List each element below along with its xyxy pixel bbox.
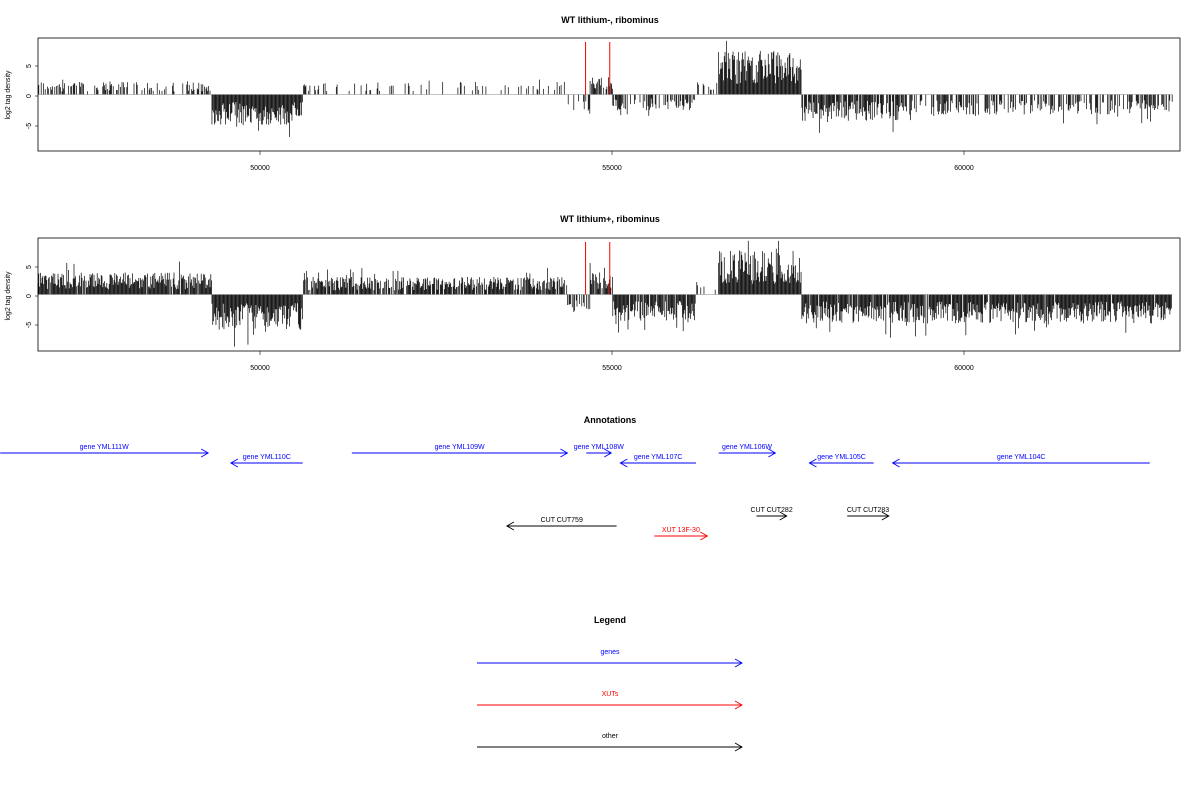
annotation-arrows: gene YML111W gene YML110C gene YML109W gene… — [0, 444, 1150, 541]
panel-2-ytick: 0 — [26, 294, 33, 298]
annotation-label: gene YML107C — [634, 454, 683, 461]
arrowhead-icon — [200, 448, 210, 458]
arrowhead-icon — [891, 458, 900, 468]
panel-1-x-axis: 50000 55000 60000 — [250, 151, 974, 172]
annotation-item: gene YML106W — [718, 444, 777, 458]
panel-1-xtick: 60000 — [954, 165, 974, 172]
arrowhead-icon — [734, 742, 743, 752]
panel-2-bars — [37, 240, 1172, 347]
panel-1-frame — [37, 37, 1181, 152]
annotation-item: XUT 13F-30 — [654, 527, 709, 541]
panel-1-bars — [38, 40, 1173, 137]
annotation-item: CUT CUT759 — [505, 517, 617, 531]
panel-1-ytick: -5 — [26, 123, 33, 129]
legend-label: XUTs — [602, 691, 619, 698]
annotation-label: CUT CUT283 — [847, 507, 889, 514]
annotation-item: gene YML108W — [574, 444, 624, 458]
panel-1-ytick: 0 — [26, 94, 33, 98]
legend-entries: genes XUTs other — [477, 649, 743, 752]
annotation-item: gene YML109W — [351, 444, 569, 458]
annotations-title: Annotations — [584, 415, 637, 425]
arrowhead-icon — [505, 521, 515, 531]
arrowhead-icon — [700, 531, 709, 541]
arrowhead-icon — [881, 511, 890, 521]
arrowhead-icon — [560, 448, 569, 458]
legend-entry: genes — [477, 649, 743, 668]
arrowhead-icon — [604, 448, 613, 458]
annotation-label: gene YML110C — [243, 454, 291, 461]
annotation-label: gene YML104C — [997, 454, 1046, 461]
panel-2-highlights — [585, 242, 611, 295]
panel-2-ytick: 5 — [26, 265, 33, 269]
arrowhead-icon — [768, 448, 777, 458]
panel-1-ylabel: log2 tag density — [5, 70, 12, 120]
annotation-label: XUT 13F-30 — [662, 527, 700, 534]
arrowhead-icon — [619, 458, 628, 468]
legend-label: other — [602, 733, 619, 740]
panel-2-xtick: 60000 — [954, 365, 974, 372]
annotation-label: gene YML105C — [817, 454, 866, 461]
arrowhead-icon — [779, 511, 788, 521]
panel-1-y-axis: 5 0 -5 — [26, 64, 38, 129]
arrowhead-icon — [734, 658, 743, 668]
panel-2-ytick: -5 — [26, 322, 33, 328]
annotation-label: gene YML108W — [574, 444, 624, 451]
panel-lithium-minus: WT lithium-, ribominus log2 tag density … — [5, 15, 1181, 172]
panel-2-y-axis: 5 0 -5 — [26, 265, 38, 328]
annotation-label: gene YML109W — [435, 444, 485, 451]
annotation-item: gene YML110C — [229, 454, 303, 468]
panel-1-title: WT lithium-, ribominus — [561, 15, 659, 25]
arrowhead-icon — [229, 458, 239, 468]
legend-entry: other — [477, 733, 743, 752]
legend-label: genes — [600, 649, 620, 656]
annotation-label: CUT CUT282 — [750, 507, 792, 514]
arrowhead-icon — [808, 458, 817, 468]
annotation-label: gene YML106W — [722, 444, 772, 451]
panel-lithium-plus: WT lithium+, ribominus log2 tag density … — [5, 214, 1181, 372]
panel-2-xtick: 50000 — [250, 365, 270, 372]
annotation-label: CUT CUT759 — [541, 517, 583, 524]
annotation-item: gene YML107C — [619, 454, 696, 468]
annotation-item: CUT CUT283 — [847, 507, 890, 521]
panel-2-frame — [37, 237, 1181, 352]
panel-1-highlights — [585, 42, 611, 95]
panel-1-xtick: 55000 — [602, 165, 622, 172]
panel-1-ytick: 5 — [26, 64, 33, 68]
panel-2-x-axis: 50000 55000 60000 — [250, 351, 974, 372]
arrowhead-icon — [734, 700, 743, 710]
annotation-item: gene YML104C — [891, 454, 1150, 468]
panel-1-xtick: 50000 — [250, 165, 270, 172]
panel-2-ylabel: log2 tag density — [5, 271, 12, 321]
annotation-label: gene YML111W — [80, 444, 129, 451]
annotation-item: CUT CUT282 — [750, 507, 793, 521]
annotation-item: gene YML105C — [808, 454, 874, 468]
panel-2-title: WT lithium+, ribominus — [560, 214, 660, 224]
legend-entry: XUTs — [477, 691, 743, 710]
annotation-item: gene YML111W — [0, 444, 210, 458]
legend-panel: Legend genes XUTs other — [477, 615, 743, 752]
panel-2-xtick: 55000 — [602, 365, 622, 372]
legend-title: Legend — [594, 615, 626, 625]
